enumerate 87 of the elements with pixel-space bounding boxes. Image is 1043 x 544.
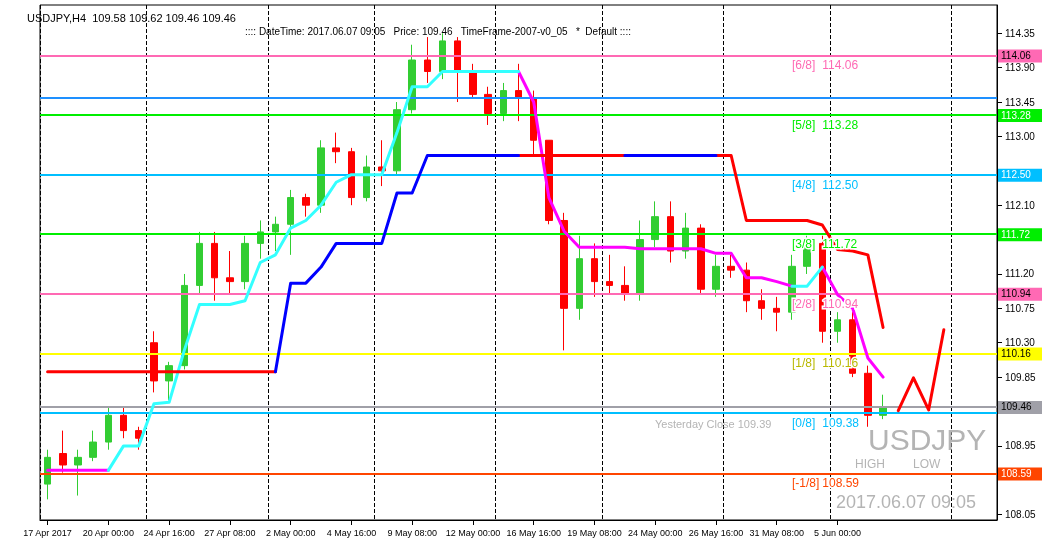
candlestick	[74, 449, 82, 497]
candlestick	[651, 200, 659, 248]
text: USDJPY,H4 109.58 109.62 109.46 109.46	[27, 11, 236, 24]
ref-line-label: 112.50	[1001, 169, 1032, 181]
y-tick-label: 113.90	[1005, 62, 1036, 74]
candlestick	[226, 250, 234, 294]
ref-line-label: 113.28	[1001, 109, 1032, 121]
annotation: [4/8]	[791, 177, 816, 192]
y-tick-label: 111.20	[1005, 268, 1035, 280]
candlestick	[287, 189, 294, 256]
candlestick	[317, 139, 325, 214]
x-tick-label: 20 Apr 00:00	[82, 527, 134, 538]
x-tick-label: 17 Apr 2017	[23, 527, 72, 538]
y-tick-label: 109.85	[1005, 371, 1037, 383]
candlestick	[712, 254, 720, 298]
x-tick-label: 31 May 08:00	[749, 527, 805, 538]
text: :::: DateTime: 2017.06.07 09:05 Price: 109.46 TimeFrame-2007-v0_05 * Default ::::	[245, 25, 631, 37]
x-tick-label: 26 May 16:00	[688, 527, 744, 538]
x-tick-label: 19 May 08:00	[567, 527, 622, 538]
ref-line-label: 110.16	[1001, 347, 1032, 359]
ref-line-label: 109.46	[1001, 401, 1033, 413]
candlestick	[773, 296, 780, 332]
candlestick	[621, 265, 629, 302]
candlestick	[363, 155, 370, 202]
y-tick-label: 112.10	[1005, 199, 1036, 211]
candlestick	[272, 216, 279, 252]
y-tick-label: 114.35	[1005, 27, 1036, 39]
candlestick	[576, 235, 583, 321]
candlestick	[727, 254, 735, 279]
candlestick	[500, 82, 507, 122]
annotation: 108.59	[822, 476, 860, 491]
annotation: 113.28	[822, 118, 859, 133]
candlestick	[302, 193, 310, 218]
line-series	[896, 328, 946, 413]
annotation: 112.50	[822, 177, 859, 192]
candlestick	[348, 147, 355, 206]
ref-line-label: 114.06	[1001, 49, 1032, 61]
annotation: USDJPY	[868, 422, 987, 456]
annotation: [5/8]	[791, 118, 816, 133]
candlestick	[484, 86, 492, 126]
candlestick	[864, 365, 872, 428]
y-tick-label: 113.45	[1005, 96, 1036, 108]
annotation: LOW	[913, 457, 942, 471]
candlestick	[135, 426, 142, 451]
x-tick-label: 16 May 16:00	[506, 527, 561, 538]
candlestick	[758, 288, 765, 321]
candlestick	[105, 407, 112, 451]
x-tick-label: 12 May 00:00	[445, 527, 501, 538]
annotation: 109.38	[822, 416, 860, 431]
annotation: [1/8]	[791, 356, 816, 371]
candlestick	[211, 231, 218, 302]
x-tick-label: 2 May 00:00	[265, 527, 316, 538]
candlestick	[196, 231, 203, 294]
annotation: Yesterday Close 109.39	[655, 417, 772, 430]
candlestick	[469, 63, 477, 99]
x-tick-label: 27 Apr 08:00	[204, 527, 256, 538]
ref-line-label: 111.72	[1001, 228, 1031, 240]
x-tick-label: 24 May 00:00	[627, 527, 683, 538]
x-tick-label: 4 May 16:00	[326, 527, 377, 538]
annotation: [0/8]	[791, 416, 816, 431]
y-tick-label: 108.95	[1005, 440, 1037, 452]
x-tick-label: 5 Jun 00:00	[813, 527, 862, 538]
candlestick	[89, 430, 97, 462]
candlestick	[120, 407, 127, 439]
annotation: HIGH	[855, 457, 885, 471]
candlestick	[332, 132, 340, 164]
ref-line-label: 108.59	[1001, 467, 1033, 479]
candlestick	[241, 235, 249, 290]
candlestick	[424, 36, 431, 84]
x-tick-label: 9 May 08:00	[387, 527, 437, 538]
x-tick-label: 24 Apr 16:00	[143, 527, 195, 538]
ref-line-label: 110.94	[1001, 288, 1032, 300]
candlestick	[636, 219, 644, 302]
candlestick	[515, 63, 522, 122]
annotation: 114.06	[822, 58, 859, 73]
candlestick	[834, 311, 841, 344]
y-tick-label: 110.75	[1005, 302, 1036, 314]
y-tick-label: 113.00	[1005, 130, 1036, 142]
y-tick-label: 110.30	[1005, 337, 1036, 349]
candlestick	[560, 212, 568, 351]
annotation: [6/8]	[791, 58, 816, 73]
candlestick	[606, 254, 613, 294]
y-tick-label: 108.05	[1005, 509, 1037, 521]
candlestick	[591, 242, 598, 298]
annotation: 2017.06.07 09:05	[836, 492, 977, 512]
candlestick	[59, 430, 67, 474]
annotation: [-1/8]	[791, 476, 820, 491]
